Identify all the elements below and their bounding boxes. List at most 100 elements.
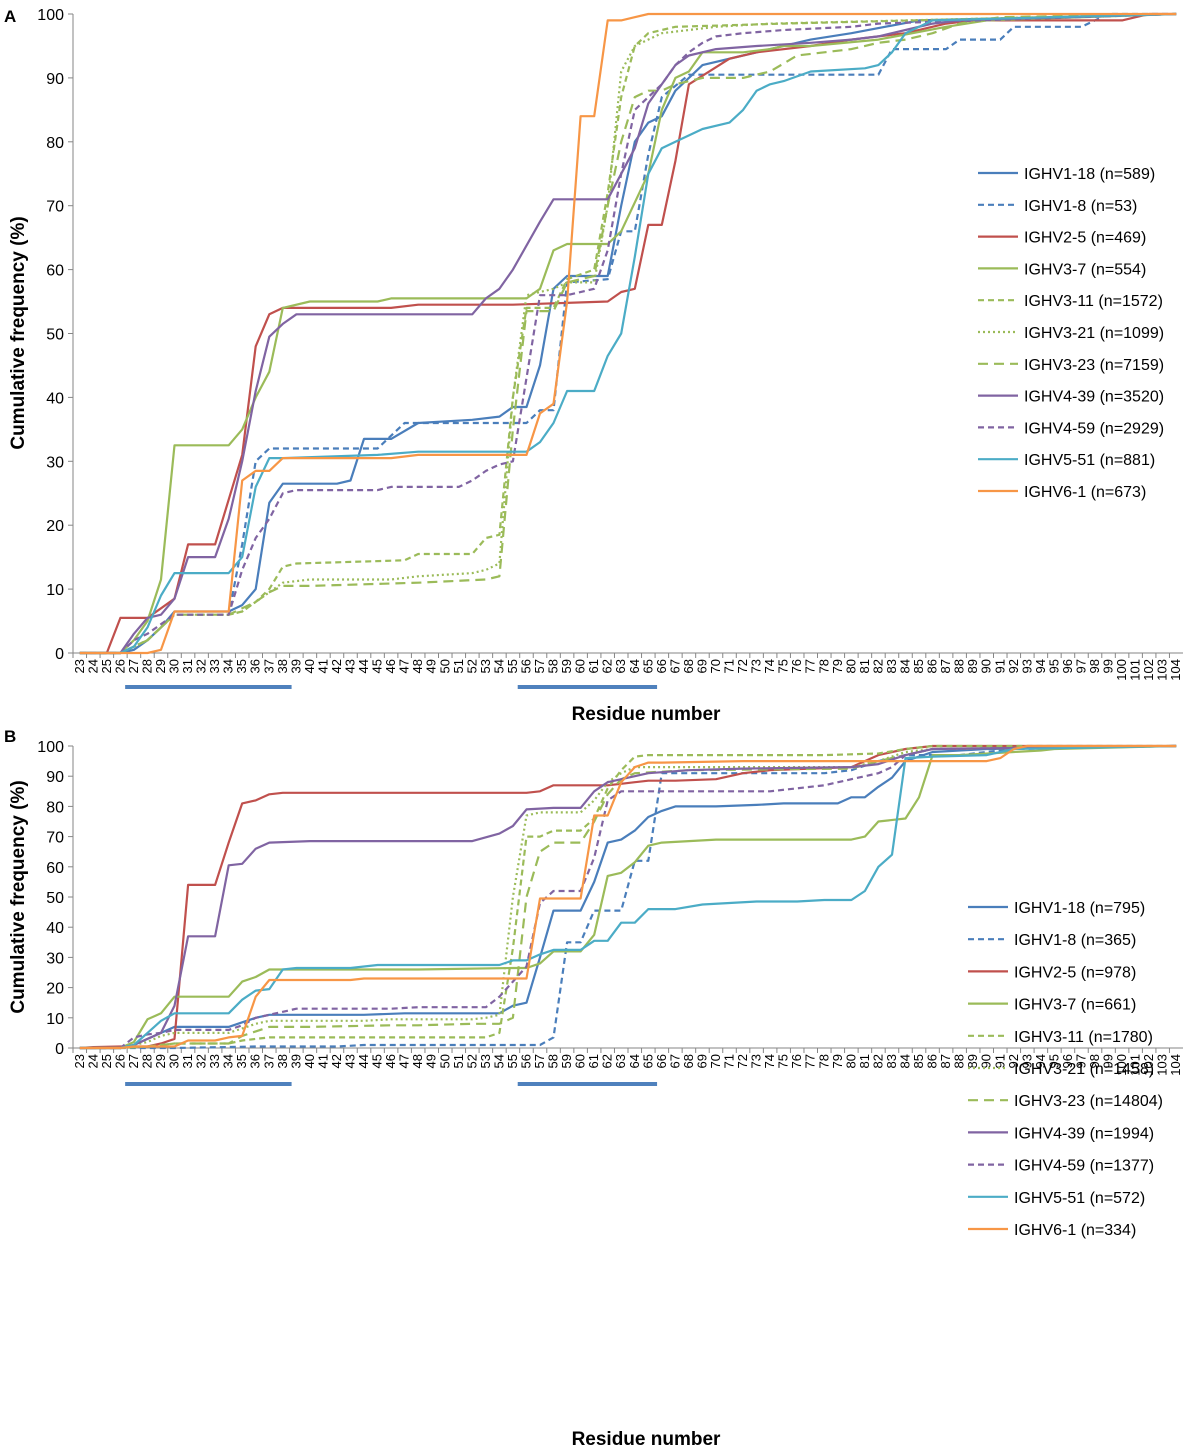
x-tick-label: 48 — [410, 659, 425, 673]
x-tick-label: 63 — [613, 659, 628, 673]
x-tick-label: 40 — [302, 1054, 317, 1068]
x-tick-label: 67 — [667, 1054, 682, 1068]
x-tick-label: 44 — [356, 1054, 371, 1068]
x-tick-label: 48 — [410, 1054, 425, 1068]
x-tick-label: 49 — [424, 659, 439, 673]
y-axis-title: Cumulative frequency (%) — [8, 780, 29, 1013]
x-tick-label: 54 — [491, 1054, 506, 1068]
legend-label: IGHV6-1 (n=334) — [1014, 1222, 1136, 1239]
x-tick-label: 95 — [1046, 659, 1061, 673]
x-tick-label: 27 — [126, 1054, 141, 1068]
x-tick-label: 85 — [911, 1054, 926, 1068]
x-tick-label: 23 — [72, 1054, 87, 1068]
y-tick-label: 80 — [46, 135, 64, 152]
legend-label: IGHV1-8 (n=365) — [1014, 932, 1136, 949]
x-tick-label: 38 — [275, 659, 290, 673]
x-tick-label: 43 — [343, 659, 358, 673]
x-tick-label: 52 — [464, 659, 479, 673]
x-tick-label: 69 — [694, 1054, 709, 1068]
series-line — [79, 744, 1177, 1050]
x-tick-label: 86 — [925, 1054, 940, 1068]
series-line — [79, 744, 1177, 1050]
y-tick-label: 40 — [46, 390, 64, 407]
series-line — [79, 12, 1177, 655]
x-tick-label: 96 — [1060, 659, 1075, 673]
x-tick-label: 24 — [85, 1054, 100, 1068]
x-tick-label: 92 — [1006, 659, 1021, 673]
legend-label: IGHV5-51 (n=572) — [1014, 1190, 1145, 1207]
x-tick-label: 65 — [640, 1054, 655, 1068]
x-tick-label: 31 — [180, 1054, 195, 1068]
legend-label: IGHV3-23 (n=14804) — [1014, 1093, 1163, 1110]
x-tick-label: 33 — [207, 659, 222, 673]
x-tick-label: 43 — [343, 1054, 358, 1068]
panel-a-chart: 0102030405060708090100232425262728293031… — [4, 7, 1183, 725]
x-tick-label: 78 — [816, 1054, 831, 1068]
x-tick-label: 97 — [1073, 1054, 1088, 1068]
x-tick-label: 62 — [600, 659, 615, 673]
x-tick-label: 84 — [898, 1054, 913, 1068]
y-tick-label: 20 — [46, 518, 64, 535]
x-tick-label: 99 — [1101, 659, 1116, 673]
x-tick-label: 60 — [573, 659, 588, 673]
x-tick-label: 53 — [478, 659, 493, 673]
x-tick-label: 49 — [424, 1054, 439, 1068]
x-tick-label: 54 — [491, 659, 506, 673]
y-tick-label: 100 — [37, 739, 64, 756]
x-tick-label: 28 — [139, 659, 154, 673]
x-tick-label: 36 — [248, 659, 263, 673]
x-tick-label: 42 — [329, 659, 344, 673]
x-tick-label: 83 — [884, 659, 899, 673]
x-tick-label: 90 — [979, 659, 994, 673]
x-tick-label: 38 — [275, 1054, 290, 1068]
series-line — [79, 744, 1177, 1050]
x-tick-label: 56 — [518, 659, 533, 673]
series-line — [79, 744, 1177, 1050]
panel-label: A — [4, 7, 16, 26]
x-tick-label: 70 — [708, 1054, 723, 1068]
x-tick-label: 40 — [302, 659, 317, 673]
x-tick-label: 93 — [1019, 659, 1034, 673]
x-tick-label: 28 — [139, 1054, 154, 1068]
legend-label: IGHV3-21 (n=1099) — [1024, 325, 1164, 342]
x-tick-label: 73 — [749, 1054, 764, 1068]
x-tick-label: 45 — [370, 1054, 385, 1068]
x-tick-label: 96 — [1060, 1054, 1075, 1068]
x-tick-label: 52 — [464, 1054, 479, 1068]
legend-label: IGHV4-39 (n=1994) — [1014, 1125, 1154, 1142]
legend-label: IGHV1-8 (n=53) — [1024, 198, 1137, 215]
x-tick-label: 102 — [1141, 1054, 1156, 1076]
x-tick-label: 45 — [370, 659, 385, 673]
x-tick-label: 75 — [776, 1054, 791, 1068]
legend-label: IGHV3-11 (n=1780) — [1014, 1029, 1153, 1046]
y-tick-label: 100 — [37, 7, 64, 24]
series-line — [79, 12, 1177, 655]
y-tick-label: 50 — [46, 327, 64, 344]
x-tick-label: 25 — [99, 1054, 114, 1068]
series-line — [79, 12, 1177, 655]
legend-label: IGHV3-7 (n=554) — [1024, 261, 1146, 278]
x-tick-label: 26 — [112, 1054, 127, 1068]
series-line — [79, 12, 1177, 655]
x-tick-label: 103 — [1155, 1054, 1170, 1076]
x-tick-label: 74 — [762, 659, 777, 673]
x-tick-label: 80 — [843, 1054, 858, 1068]
x-tick-label: 71 — [722, 659, 737, 673]
legend-label: IGHV3-23 (n=7159) — [1024, 357, 1164, 374]
x-tick-label: 88 — [952, 659, 967, 673]
x-tick-label: 102 — [1141, 659, 1156, 681]
x-tick-label: 100 — [1114, 1054, 1129, 1076]
x-axis-title: Residue number — [572, 704, 721, 725]
x-tick-label: 72 — [735, 659, 750, 673]
series-line — [79, 12, 1177, 655]
x-tick-label: 72 — [735, 1054, 750, 1068]
x-tick-label: 32 — [194, 1054, 209, 1068]
series-line — [79, 12, 1177, 655]
x-tick-label: 46 — [383, 659, 398, 673]
x-tick-label: 70 — [708, 659, 723, 673]
y-tick-label: 80 — [46, 799, 64, 816]
y-tick-label: 40 — [46, 920, 64, 937]
x-tick-label: 87 — [938, 1054, 953, 1068]
series-line — [79, 744, 1177, 1050]
x-tick-label: 26 — [112, 659, 127, 673]
